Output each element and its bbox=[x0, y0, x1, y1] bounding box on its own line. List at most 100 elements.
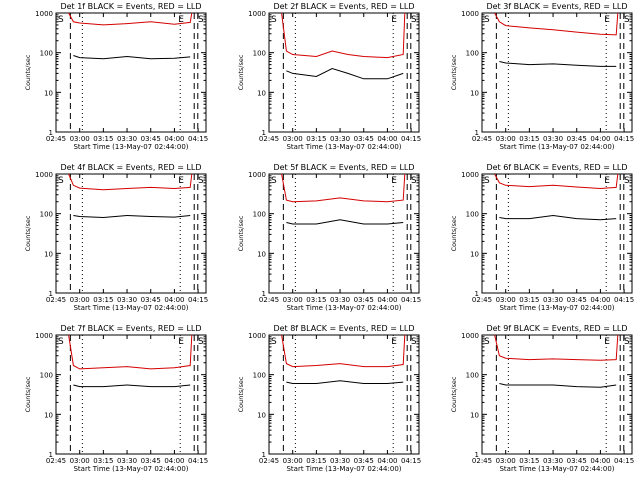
x-tick-label: 03:00 bbox=[496, 135, 516, 143]
y-axis-label: Counts/sec bbox=[450, 376, 458, 412]
y-tick-label: 10 bbox=[470, 250, 479, 258]
x-tick-label: 04:15 bbox=[401, 296, 421, 304]
events-series-line bbox=[499, 214, 617, 221]
marker-side-label: S bbox=[198, 176, 204, 186]
y-tick-label: 10 bbox=[257, 89, 266, 97]
x-tick-label: 04:15 bbox=[188, 296, 208, 304]
x-tick-label: 03:30 bbox=[543, 135, 563, 143]
x-tick-label: 03:30 bbox=[330, 135, 350, 143]
x-tick-label: 03:30 bbox=[117, 296, 137, 304]
lld-series-line bbox=[281, 173, 406, 203]
marker-side-label: S bbox=[198, 337, 204, 347]
x-axis-label: Start Time (13-May-07 02:44:00) bbox=[286, 465, 401, 473]
x-tick-label: 03:45 bbox=[141, 457, 161, 465]
lld-series-line bbox=[494, 334, 619, 361]
y-tick-label: 1 bbox=[475, 129, 479, 137]
marker-end-label: E bbox=[178, 15, 184, 25]
events-series-line bbox=[73, 214, 191, 219]
plot-frame bbox=[55, 173, 207, 294]
events-series-line bbox=[73, 384, 191, 388]
y-tick-label: 1 bbox=[262, 129, 266, 137]
x-tick-label: 03:00 bbox=[70, 296, 90, 304]
y-tick-label: 100 bbox=[253, 211, 266, 219]
x-tick-label: 02:45 bbox=[46, 135, 66, 143]
x-axis-label: Start Time (13-May-07 02:44:00) bbox=[73, 304, 188, 312]
x-tick-label: 04:00 bbox=[377, 296, 397, 304]
marker-end-label: E bbox=[604, 337, 610, 347]
marker-side-label: S bbox=[624, 176, 630, 186]
chart-panel: Det 7f BLACK = Events, RED = LLD 1 10 100 10… bbox=[24, 324, 208, 473]
x-tick-label: 04:15 bbox=[614, 135, 634, 143]
x-tick-label: 03:15 bbox=[519, 457, 539, 465]
lld-series-line bbox=[494, 12, 619, 36]
x-tick-label: 02:45 bbox=[472, 135, 492, 143]
x-tick-label: 03:30 bbox=[330, 457, 350, 465]
lld-series-line bbox=[68, 173, 193, 191]
marker-side-label: S bbox=[411, 15, 417, 25]
x-tick-label: 03:15 bbox=[93, 457, 113, 465]
marker-start-label: S bbox=[484, 176, 490, 186]
x-tick-label: 03:15 bbox=[93, 296, 113, 304]
chart-title: Det 8f BLACK = Events, RED = LLD bbox=[273, 324, 414, 333]
y-tick-label: 10 bbox=[44, 411, 53, 419]
chart-panel: Det 8f BLACK = Events, RED = LLD 1 10 100 10… bbox=[237, 324, 421, 473]
marker-side-label: S bbox=[624, 15, 630, 25]
chart-panel: Det 4f BLACK = Events, RED = LLD 1 10 100 10… bbox=[24, 163, 208, 312]
y-tick-label: 1000 bbox=[248, 171, 266, 179]
x-tick-label: 03:15 bbox=[519, 135, 539, 143]
plot-frame bbox=[268, 334, 420, 455]
marker-end-label: E bbox=[178, 176, 184, 186]
marker-side-label: S bbox=[411, 176, 417, 186]
x-tick-label: 04:15 bbox=[401, 457, 421, 465]
marker-start-label: S bbox=[271, 176, 277, 186]
y-tick-label: 10 bbox=[257, 250, 266, 258]
x-tick-label: 04:00 bbox=[590, 457, 610, 465]
y-axis-label: Counts/sec bbox=[237, 376, 245, 412]
x-tick-label: 03:15 bbox=[519, 296, 539, 304]
y-tick-label: 100 bbox=[253, 50, 266, 58]
events-series-line bbox=[499, 383, 617, 388]
x-tick-label: 03:30 bbox=[543, 457, 563, 465]
plot-frame bbox=[268, 173, 420, 294]
marker-start-label: S bbox=[271, 337, 277, 347]
chart-title: Det 3f BLACK = Events, RED = LLD bbox=[486, 2, 627, 11]
marker-end-label: E bbox=[391, 337, 397, 347]
y-tick-label: 1000 bbox=[35, 332, 53, 340]
y-tick-label: 1 bbox=[49, 290, 53, 298]
y-tick-label: 100 bbox=[40, 50, 53, 58]
events-series-line bbox=[286, 380, 404, 384]
marker-side-label: S bbox=[624, 337, 630, 347]
y-tick-label: 1000 bbox=[248, 332, 266, 340]
x-tick-label: 02:45 bbox=[46, 457, 66, 465]
x-axis-label: Start Time (13-May-07 02:44:00) bbox=[286, 304, 401, 312]
y-tick-label: 100 bbox=[253, 372, 266, 380]
y-tick-label: 1000 bbox=[248, 10, 266, 18]
y-tick-label: 10 bbox=[257, 411, 266, 419]
x-tick-label: 03:15 bbox=[306, 457, 326, 465]
chart-title: Det 5f BLACK = Events, RED = LLD bbox=[273, 163, 414, 172]
events-series-line bbox=[73, 55, 191, 60]
x-tick-label: 03:00 bbox=[70, 457, 90, 465]
chart-title: Det 1f BLACK = Events, RED = LLD bbox=[60, 2, 201, 11]
plot-frame bbox=[268, 12, 420, 133]
chart-title: Det 6f BLACK = Events, RED = LLD bbox=[486, 163, 627, 172]
x-axis-label: Start Time (13-May-07 02:44:00) bbox=[286, 143, 401, 151]
y-tick-label: 100 bbox=[466, 372, 479, 380]
marker-side-label: S bbox=[198, 15, 204, 25]
plot-frame bbox=[55, 12, 207, 133]
chart-title: Det 9f BLACK = Events, RED = LLD bbox=[486, 324, 627, 333]
marker-start-label: S bbox=[271, 15, 277, 25]
events-series-line bbox=[286, 67, 404, 80]
y-tick-label: 100 bbox=[40, 211, 53, 219]
x-tick-label: 03:45 bbox=[354, 135, 374, 143]
x-tick-label: 02:45 bbox=[472, 296, 492, 304]
x-tick-label: 04:15 bbox=[188, 457, 208, 465]
y-tick-label: 100 bbox=[466, 50, 479, 58]
y-axis-label: Counts/sec bbox=[24, 54, 32, 90]
x-tick-label: 03:00 bbox=[283, 135, 303, 143]
x-tick-label: 03:30 bbox=[117, 457, 137, 465]
y-axis-label: Counts/sec bbox=[24, 376, 32, 412]
y-tick-label: 1000 bbox=[461, 332, 479, 340]
chart-panel: Det 1f BLACK = Events, RED = LLD 1 10 100 10… bbox=[24, 2, 208, 151]
